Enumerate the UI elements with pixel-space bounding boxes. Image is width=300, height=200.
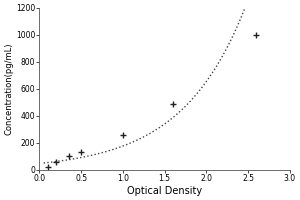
X-axis label: Optical Density: Optical Density [127, 186, 202, 196]
Y-axis label: Concentration(pg/mL): Concentration(pg/mL) [4, 43, 13, 135]
